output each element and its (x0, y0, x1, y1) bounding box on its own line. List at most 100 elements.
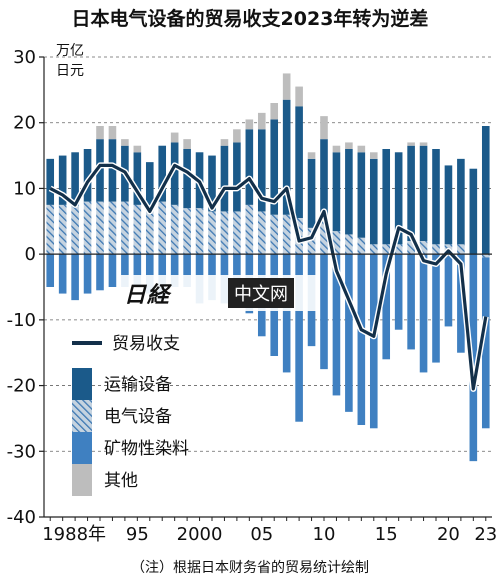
transport-bar (145, 162, 154, 209)
transport-bar (170, 142, 179, 205)
electric-bar (257, 211, 266, 255)
x-tick-label: 05 (250, 524, 273, 545)
electric-bar (394, 244, 403, 255)
y-tick-label: 10 (13, 178, 36, 199)
mineral-bar (432, 254, 440, 363)
transport-bar (158, 145, 167, 202)
transport-bar (369, 158, 378, 245)
transport-bar (71, 152, 79, 202)
transport-bar (83, 149, 92, 202)
other-bar (419, 142, 428, 146)
x-tick-label: 23 (474, 524, 497, 545)
bars (46, 73, 490, 462)
electric-bar (195, 208, 204, 255)
transport-bar (257, 129, 266, 212)
x-tick-label: 20 (437, 524, 460, 545)
electric-bar (307, 227, 316, 255)
transport-bar (432, 149, 440, 245)
electric-bar (369, 244, 378, 255)
electric-bar (357, 237, 366, 255)
legend-swatch (72, 368, 92, 400)
electric-bar (481, 254, 490, 258)
watermark-logo: 日経 (124, 283, 171, 308)
chart-note: （注）根据日本财务省的贸易统计绘制 (131, 560, 369, 576)
transport-bar (457, 158, 465, 245)
transport-bar (444, 165, 453, 245)
other-bar (245, 119, 254, 130)
mineral-bar (46, 254, 55, 287)
electric-bar (432, 244, 440, 255)
electric-bar (245, 204, 254, 255)
other-bar (357, 145, 366, 153)
y-tick-label: -20 (7, 376, 36, 397)
balance-line (49, 163, 488, 391)
watermark-text: 中文网 (228, 278, 294, 308)
electric-bar (320, 221, 328, 255)
transport-bar (345, 149, 353, 235)
electric-bar (158, 201, 167, 255)
other-bar (96, 126, 104, 140)
unit-label: 万亿 (56, 43, 84, 59)
mineral-bar (108, 254, 117, 287)
electric-bar (83, 201, 92, 255)
electric-bar (270, 214, 279, 255)
y-tick-label: -10 (7, 310, 36, 331)
transport-bar (208, 155, 216, 212)
transport-bar (282, 99, 291, 215)
other-bar (369, 152, 378, 159)
x-tick-label: 1988年 (42, 524, 106, 545)
nikkei-watermark: 日経 中文网 (118, 275, 316, 311)
mineral-bar (71, 254, 79, 301)
electric-bar (382, 244, 391, 255)
other-bar (332, 145, 341, 153)
legend-label: 其他 (104, 471, 138, 491)
transport-bar (46, 158, 55, 205)
mineral-bar (357, 254, 366, 425)
electric-bar (58, 204, 67, 255)
y-tick-label: 20 (13, 113, 36, 134)
other-bar (133, 145, 142, 153)
electric-bar (233, 211, 241, 255)
transport-bar (307, 158, 316, 228)
y-tick-label: -40 (7, 507, 36, 528)
electric-bar (145, 208, 154, 255)
mineral-bar (332, 254, 341, 396)
mineral-bar (457, 254, 465, 353)
other-bar (170, 132, 179, 143)
y-tick-label: -30 (7, 441, 36, 462)
mineral-bar (170, 254, 179, 287)
transport-bar (357, 152, 366, 238)
transport-bar (133, 152, 142, 205)
legend-swatch (72, 432, 92, 464)
transport-bar (382, 149, 391, 245)
mineral-bar (481, 257, 490, 429)
electric-bar (457, 244, 465, 255)
transport-bar (270, 119, 279, 215)
x-tick-label: 95 (126, 524, 149, 545)
mineral-bar (407, 254, 415, 350)
transport-bar (58, 155, 67, 205)
electric-bar (170, 204, 179, 255)
electric-bar (71, 201, 79, 255)
transport-bar (407, 145, 415, 241)
other-bar (108, 126, 117, 140)
mineral-bar (96, 254, 104, 291)
electric-bar (407, 241, 415, 255)
other-bar (345, 142, 353, 149)
y-tick-label: 30 (13, 47, 36, 68)
mineral-bar (345, 254, 353, 412)
mineral-bar (295, 254, 303, 422)
other-bar (295, 86, 303, 107)
other-bar (257, 112, 266, 130)
mineral-bar (369, 254, 378, 429)
transport-bar (481, 126, 490, 255)
legend-label: 贸易收支 (112, 334, 180, 354)
other-bar (282, 73, 291, 100)
chart-title: 日本电气设备的贸易收支2023年转为逆差 (71, 8, 429, 30)
mineral-bar (394, 254, 403, 330)
legend-label: 运输设备 (104, 375, 172, 395)
electric-bar (46, 204, 55, 255)
legend-label: 电气设备 (104, 407, 172, 427)
electric-bar (208, 211, 216, 255)
